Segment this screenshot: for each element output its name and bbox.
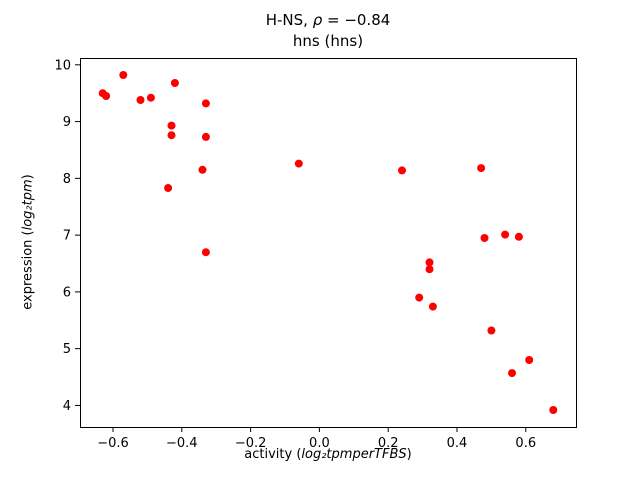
data-point — [170, 79, 179, 87]
data-point — [294, 159, 303, 168]
x-axis-label-close: ) — [406, 447, 412, 462]
y-tick-label: 6 — [63, 285, 71, 300]
x-tick-label: −0.2 — [235, 436, 267, 451]
y-axis-label-math: log₂tpm — [20, 179, 36, 231]
x-axis-label-text: activity ( — [244, 447, 302, 462]
y-axis-label-close: ) — [20, 174, 36, 180]
x-tick-label: 0.6 — [515, 436, 536, 451]
x-tick-label: −0.4 — [166, 436, 198, 451]
data-point — [201, 132, 210, 141]
y-tick-label: 8 — [63, 172, 71, 187]
y-tick-label: 10 — [54, 58, 71, 73]
title-gene-name: H-NS, — [265, 11, 313, 29]
y-tick-label: 4 — [63, 399, 71, 414]
data-point — [201, 248, 210, 257]
data-point — [428, 302, 437, 311]
data-point — [102, 92, 111, 100]
title-rho-value: = −0.84 — [322, 11, 391, 29]
data-point — [425, 258, 434, 267]
chart-title-line2: hns (hns) — [292, 32, 364, 50]
data-point — [477, 164, 486, 173]
data-point — [508, 369, 516, 378]
data-point — [501, 230, 510, 239]
chart-title: H-NS, ρ = −0.84 hns (hns) — [80, 10, 576, 52]
data-point — [398, 166, 406, 175]
y-tick-label: 9 — [63, 115, 71, 130]
y-tick-label: 5 — [63, 342, 71, 357]
x-axis-label-math: log₂tpmperTFBS — [301, 447, 407, 462]
y-axis-label: expression (log₂tpm) — [21, 174, 36, 309]
x-axis-label: activity (log₂tpmperTFBS) — [80, 447, 576, 462]
data-point — [514, 232, 523, 241]
data-point — [480, 234, 489, 242]
x-tick-label: 0.0 — [309, 436, 330, 451]
chart-title-line1: H-NS, ρ = −0.84 — [80, 10, 576, 31]
x-tick-label: 0.2 — [378, 436, 399, 451]
data-point — [487, 326, 496, 335]
axes-box — [80, 58, 577, 428]
data-point — [136, 96, 145, 104]
data-point — [425, 265, 434, 274]
data-point — [415, 293, 424, 302]
data-point — [119, 71, 128, 79]
y-tick-label: 7 — [63, 229, 71, 244]
data-point — [525, 356, 534, 364]
data-point — [198, 165, 207, 174]
x-tick-label: −0.6 — [97, 436, 129, 451]
data-point — [549, 406, 558, 414]
x-tick-label: 0.4 — [447, 436, 468, 451]
data-point — [146, 93, 155, 102]
data-point — [167, 121, 176, 130]
data-point — [201, 99, 210, 108]
data-point — [167, 131, 176, 140]
y-axis-label-text: expression ( — [20, 230, 36, 310]
data-point — [164, 184, 173, 192]
title-rho-symbol: ρ — [312, 11, 323, 29]
